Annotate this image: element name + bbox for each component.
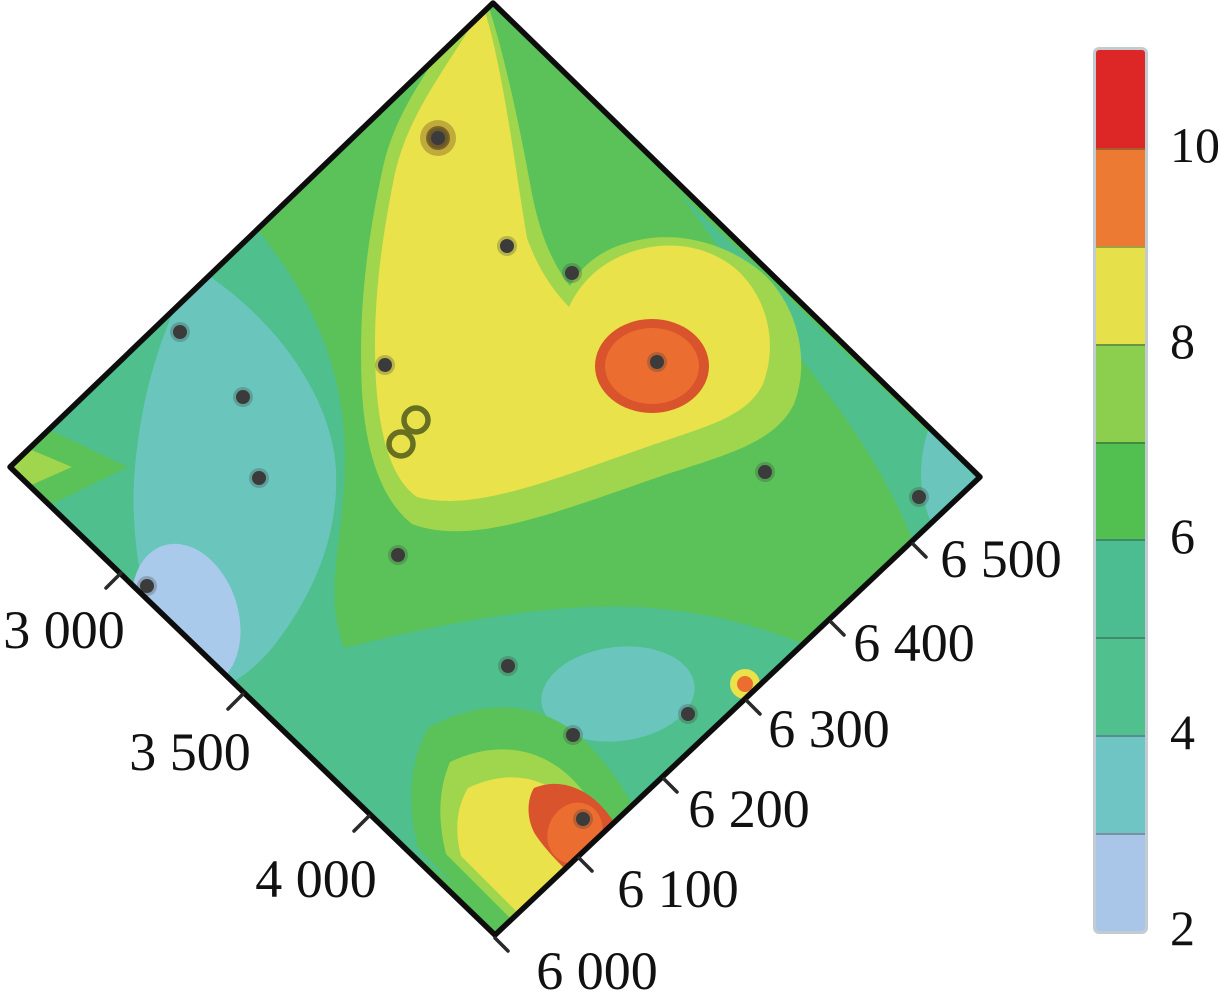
sample-point xyxy=(173,325,187,339)
sample-point xyxy=(912,490,926,504)
colorbar-segment xyxy=(1096,735,1145,834)
axis-right-tick xyxy=(662,777,679,794)
axis-right-tick xyxy=(745,699,762,716)
sample-point xyxy=(758,465,772,479)
axis-right-tick xyxy=(829,620,846,637)
contour-region-sliver-orange xyxy=(737,676,753,692)
axis-right-tick-label: 6 000 xyxy=(536,941,658,1001)
sample-point xyxy=(501,659,515,673)
colorbar-segment xyxy=(1096,147,1145,246)
sample-point xyxy=(650,355,664,369)
axis-right-tick xyxy=(577,856,594,873)
sample-point xyxy=(566,728,580,742)
colorbar-tick-label: 4 xyxy=(1170,704,1195,761)
axis-right-tick-label: 6 400 xyxy=(853,613,975,673)
axis-ticks xyxy=(104,542,928,953)
colorbar-segment xyxy=(1096,833,1145,931)
axis-left-tick xyxy=(352,814,371,833)
colorbar-segment xyxy=(1096,245,1145,344)
colorbar-tick-label: 6 xyxy=(1170,508,1195,565)
sample-point xyxy=(565,266,579,280)
colorbar-segment xyxy=(1096,539,1145,638)
colorbar xyxy=(1093,47,1148,934)
axis-right-tick-label: 6 300 xyxy=(768,699,890,759)
axis-left-tick-label: 3 500 xyxy=(129,722,251,782)
sample-point xyxy=(252,471,266,485)
axis-right-tick xyxy=(493,936,510,953)
contour-region-lightgreen-west-corner xyxy=(10,424,72,512)
colorbar-segment xyxy=(1096,441,1145,540)
colorbar-segment xyxy=(1096,637,1145,736)
sample-point xyxy=(236,390,250,404)
sample-point xyxy=(140,579,154,593)
sample-point xyxy=(391,548,405,562)
axis-labels: 3 000 3 500 4 000 6 000 6 100 6 200 6 300 6 400… xyxy=(3,529,1062,1001)
map-border xyxy=(7,0,983,938)
sample-points xyxy=(137,128,929,829)
sample-point xyxy=(431,131,445,145)
axis-left-tick-label: 3 000 xyxy=(3,600,125,660)
sample-point xyxy=(500,239,514,253)
sample-point xyxy=(378,358,392,372)
colorbar-tick-label: 8 xyxy=(1170,312,1195,369)
axis-right-tick-label: 6 100 xyxy=(617,859,739,919)
sample-point xyxy=(576,812,590,826)
colorbar-tick-label: 10 xyxy=(1170,116,1220,173)
axis-right-tick-label: 6 500 xyxy=(940,529,1062,589)
contour-region-cyan-south xyxy=(541,646,695,742)
colorbar-tick-label: 2 xyxy=(1170,900,1195,956)
axis-right-tick-label: 6 200 xyxy=(688,779,810,839)
axis-left-tick-label: 4 000 xyxy=(255,849,377,909)
sample-point xyxy=(681,707,695,721)
axis-left-tick xyxy=(226,692,245,711)
colorbar-segment xyxy=(1096,50,1145,148)
contour-region-cyan-east-corner xyxy=(921,425,980,536)
axis-right-tick xyxy=(911,542,928,559)
double-ring-marker xyxy=(386,405,431,459)
axis-left-tick xyxy=(104,571,123,590)
colorbar-segment xyxy=(1096,343,1145,442)
